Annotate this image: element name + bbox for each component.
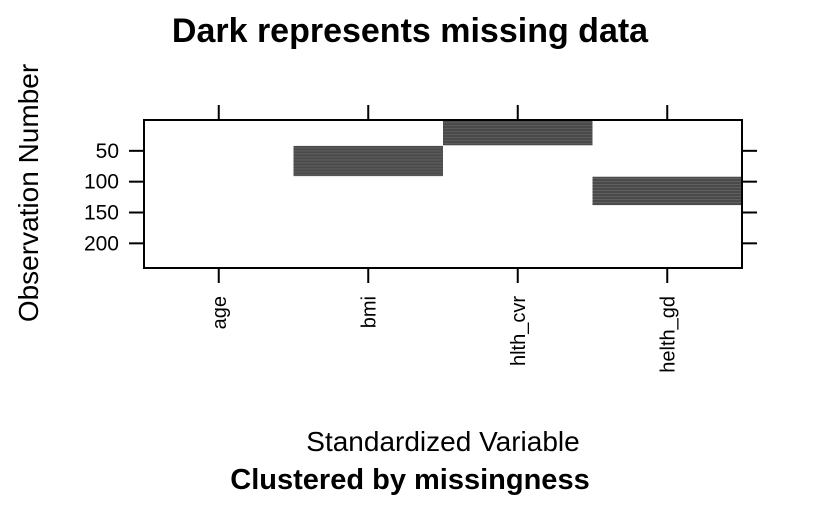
x-tick-label-age: age [209, 296, 231, 329]
plot-area: age bmi hlth_cvr helth_gd 50 100 150 200 [84, 105, 757, 373]
plot-frame [143, 119, 743, 269]
y-tick-label-150: 150 [84, 202, 119, 225]
chart-title: Dark represents missing data [172, 12, 649, 50]
x-tick-label-helth_gd: helth_gd [657, 296, 679, 373]
x-tick-label-bmi: bmi [358, 296, 380, 328]
y-tick-label-100: 100 [84, 171, 119, 194]
missing-bar-bmi-0 [293, 145, 443, 177]
y-axis-label: Observation Number [13, 64, 44, 322]
chart-subtitle: Clustered by missingness [230, 464, 589, 496]
y-tick-label-200: 200 [84, 232, 119, 255]
x-axis-label: Standardized Variable [306, 426, 579, 457]
x-tick-label-hlth_cvr: hlth_cvr [508, 296, 530, 366]
missing-bar-hlth_cvr-0 [443, 120, 593, 146]
y-tick-label-50: 50 [96, 140, 119, 163]
